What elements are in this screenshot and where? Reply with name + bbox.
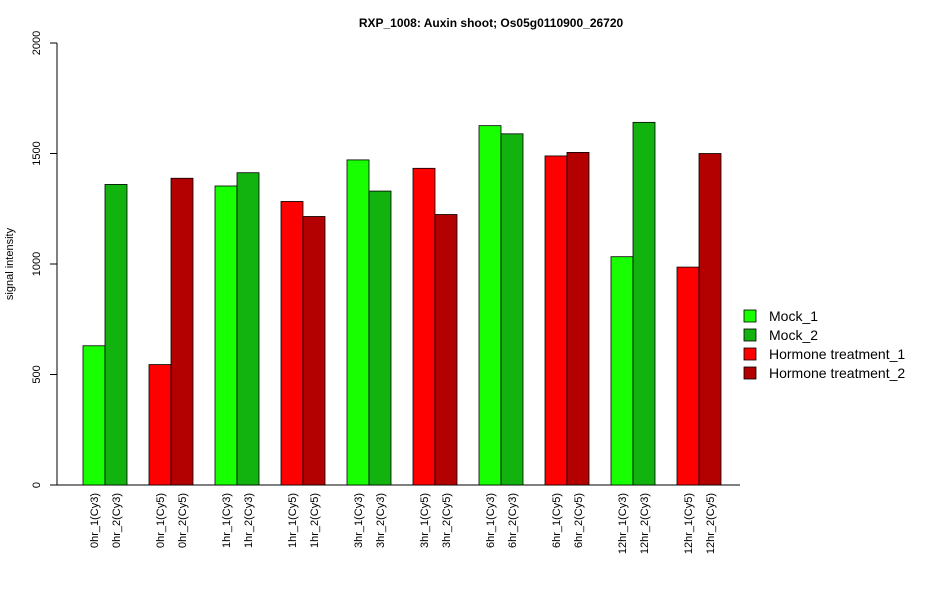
x-tick-label: 12hr_1(Cy5) <box>683 493 695 554</box>
x-tick-label: 3hr_1(Cy5) <box>419 493 431 548</box>
x-tick-label: 1hr_2(Cy3) <box>243 493 255 548</box>
y-tick-label: 2000 <box>31 31 43 55</box>
bar <box>280 201 304 486</box>
y-tick-label: 1000 <box>31 252 43 276</box>
x-tick-label: 3hr_2(Cy5) <box>441 493 453 548</box>
bar <box>236 172 260 486</box>
y-axis-label: signal intensity <box>4 227 16 300</box>
x-tick-label: 6hr_2(Cy5) <box>573 493 585 548</box>
bar <box>610 256 634 486</box>
x-tick-label: 1hr_2(Cy5) <box>309 493 321 548</box>
x-tick-label: 12hr_1(Cy3) <box>617 493 629 554</box>
bar <box>544 155 568 486</box>
legend-swatch <box>743 366 757 380</box>
bar <box>170 177 194 486</box>
x-tick-labels: 0hr_1(Cy3) 0hr_2(Cy3) 0hr_1(Cy5) 0hr_2(Cy5)… <box>89 493 717 554</box>
x-tick-label: 0hr_2(Cy3) <box>111 493 123 548</box>
legend-swatch <box>743 328 757 342</box>
bar <box>632 121 656 486</box>
legend-label: Hormone treatment_1 <box>769 346 905 362</box>
x-tick-label: 0hr_2(Cy5) <box>177 493 189 548</box>
legend-swatch <box>743 309 757 323</box>
x-tick-label: 3hr_2(Cy3) <box>375 493 387 548</box>
chart-title: RXP_1008: Auxin shoot; Os05g0110900_2672… <box>359 16 624 30</box>
x-tick-label: 12hr_2(Cy5) <box>705 493 717 554</box>
legend-label: Hormone treatment_2 <box>769 365 905 381</box>
bar <box>500 133 524 486</box>
bar <box>214 185 238 486</box>
bar <box>302 216 326 486</box>
x-tick-label: 6hr_1(Cy3) <box>485 493 497 548</box>
bar <box>104 184 128 486</box>
bar <box>368 190 392 486</box>
legend-label: Mock_2 <box>769 327 818 343</box>
bar <box>346 159 370 486</box>
y-tick-label: 0 <box>31 482 43 488</box>
bars-group <box>82 121 722 486</box>
x-tick-label: 1hr_1(Cy5) <box>287 493 299 548</box>
bar <box>148 364 172 486</box>
bar <box>412 167 436 486</box>
bar <box>478 125 502 486</box>
bar <box>566 151 590 486</box>
legend-label: Mock_1 <box>769 308 818 324</box>
x-tick-label: 1hr_1(Cy3) <box>221 493 233 548</box>
bar <box>676 266 700 486</box>
x-tick-label: 0hr_1(Cy5) <box>155 493 167 548</box>
y-axis: 0 500 1000 1500 2000 <box>31 31 58 488</box>
legend: Mock_1 Mock_2 Hormone treatment_1 Hormone t… <box>743 308 905 381</box>
x-tick-label: 3hr_1(Cy3) <box>353 493 365 548</box>
bar <box>698 153 722 486</box>
x-tick-label: 6hr_1(Cy5) <box>551 493 563 548</box>
x-tick-label: 0hr_1(Cy3) <box>89 493 101 548</box>
bar <box>434 214 458 486</box>
y-tick-label: 500 <box>31 365 43 383</box>
x-tick-label: 6hr_2(Cy3) <box>507 493 519 548</box>
bar <box>82 345 106 486</box>
x-tick-label: 12hr_2(Cy3) <box>639 493 651 554</box>
legend-swatch <box>743 347 757 361</box>
y-tick-label: 1500 <box>31 141 43 165</box>
